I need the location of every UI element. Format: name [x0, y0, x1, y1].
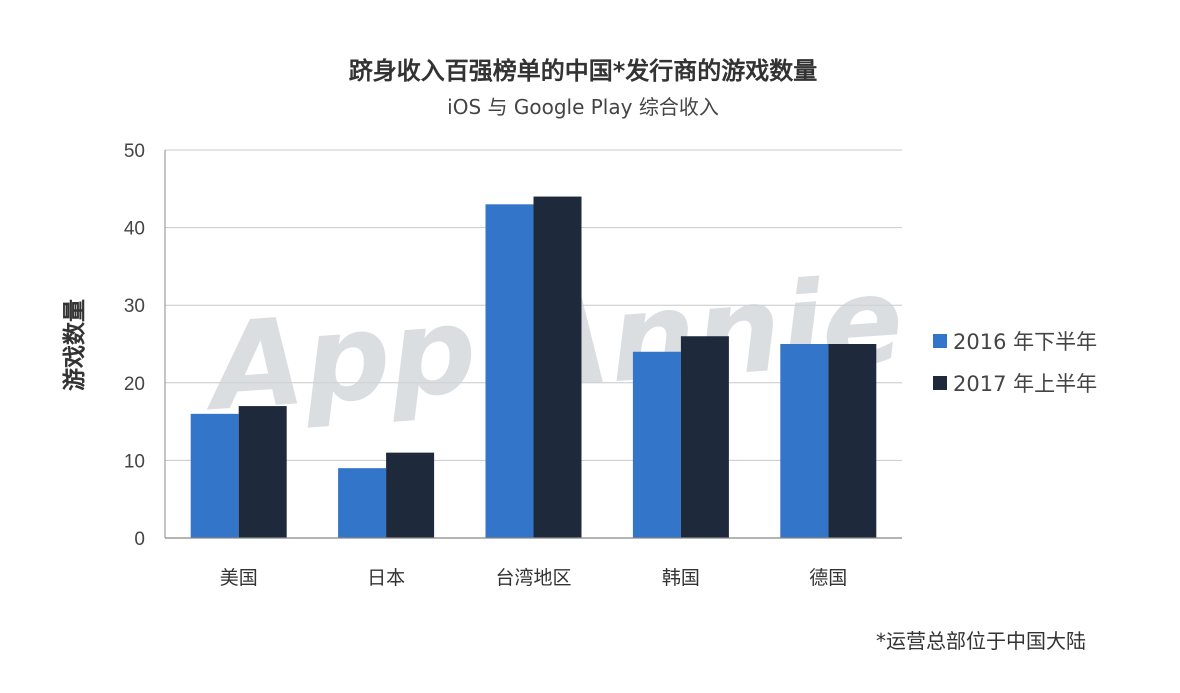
y-tick-labels: 0 10 20 30 40 50 [124, 141, 145, 550]
bar-2 [828, 344, 877, 538]
bar-2 [680, 336, 729, 538]
y-axis-label: 游戏数量 [61, 299, 88, 391]
y-tick-label: 30 [124, 296, 145, 317]
legend-label: 2017 年上半年 [953, 372, 1097, 396]
chart-subtitle: iOS 与 Google Play 综合收入 [447, 95, 719, 119]
bars [190, 196, 877, 538]
y-tick-label: 50 [124, 141, 145, 162]
legend-swatch [933, 376, 947, 390]
legend: 2016 年下半年 2017 年上半年 [933, 330, 1097, 396]
bar-1 [190, 413, 239, 538]
legend-swatch [933, 334, 947, 348]
legend-label: 2016 年下半年 [953, 330, 1097, 354]
y-tick-label: 40 [124, 219, 145, 240]
x-tick-label: 韩国 [662, 567, 700, 589]
bar-1 [632, 351, 681, 538]
x-tick-label: 德国 [809, 567, 847, 589]
y-tick-label: 10 [124, 451, 145, 472]
x-tick-labels: 美国 日本 台湾地区 韩国 德国 [220, 567, 848, 589]
chart-title: 跻身收入百强榜单的中国*发行商的游戏数量 [349, 57, 818, 85]
footnote: *运营总部位于中国大陆 [876, 629, 1086, 653]
bar-1 [485, 204, 534, 538]
x-tick-label: 台湾地区 [495, 567, 571, 589]
axes [164, 150, 902, 539]
y-tick-label: 20 [124, 374, 145, 395]
bar-2 [533, 196, 582, 538]
x-tick-label: 日本 [367, 567, 405, 589]
bar-1 [338, 468, 387, 538]
bar-2 [238, 406, 287, 538]
bar-1 [780, 344, 829, 538]
x-tick-label: 美国 [220, 567, 258, 589]
bar-2 [386, 452, 435, 538]
y-tick-label: 0 [134, 529, 145, 550]
